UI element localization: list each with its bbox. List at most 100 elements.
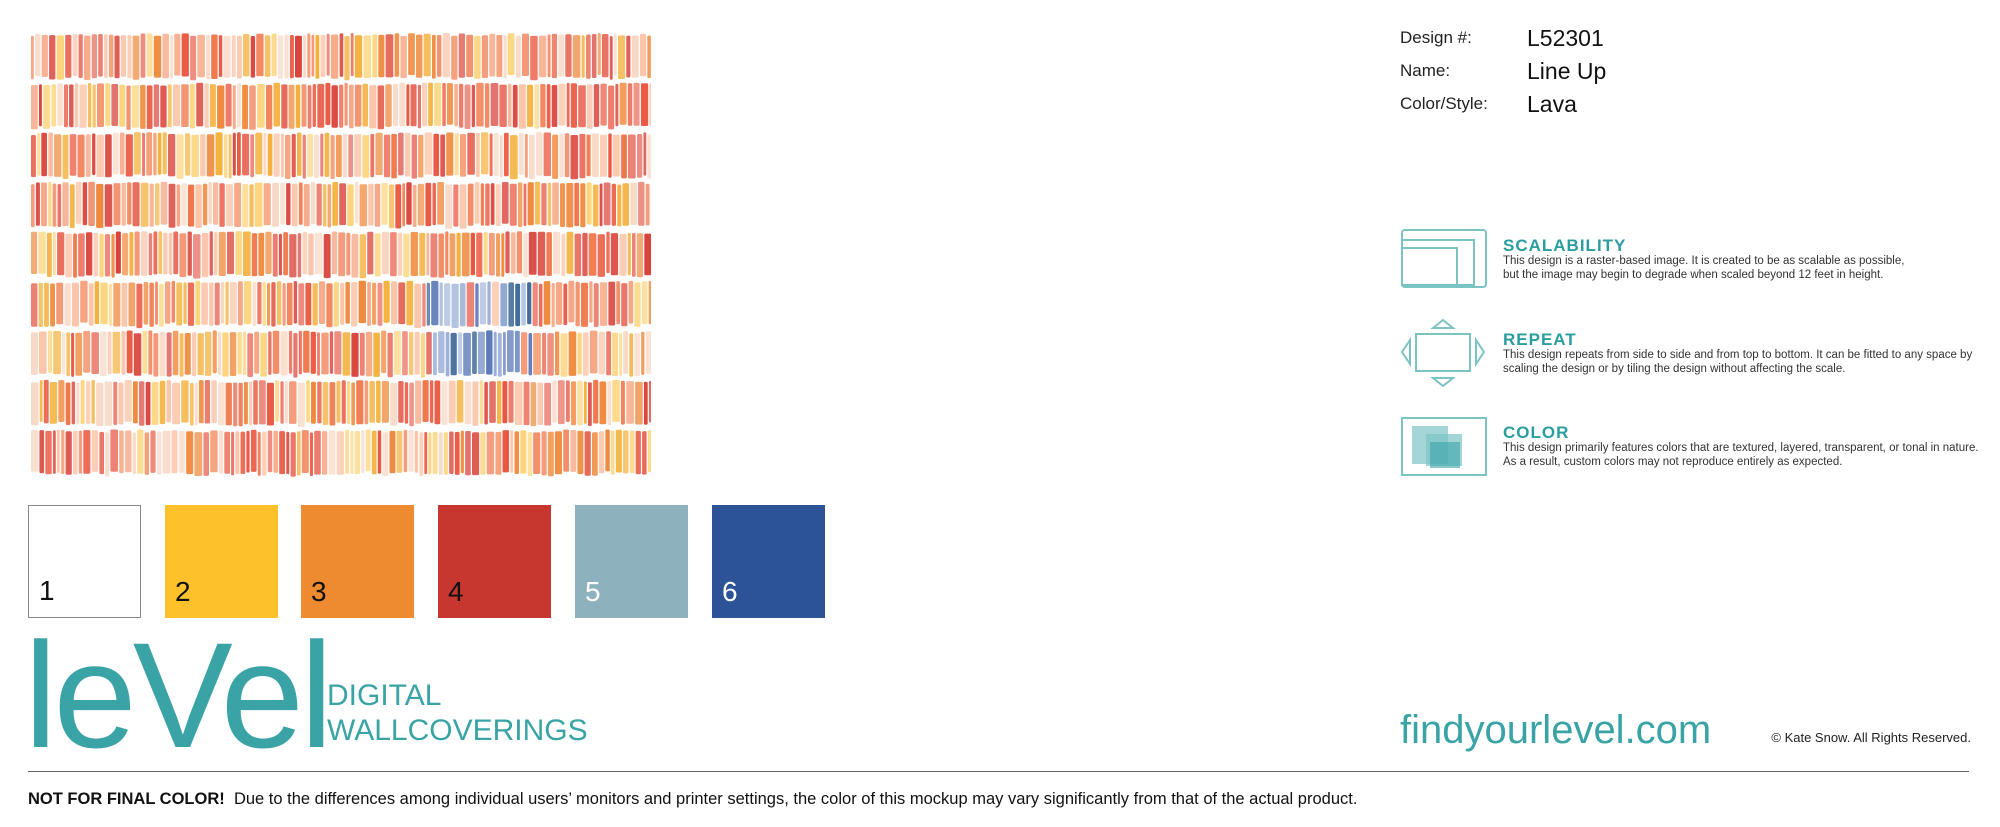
stripe: [363, 35, 372, 78]
stripe: [524, 133, 528, 178]
stripe: [641, 331, 645, 375]
stripe: [52, 430, 56, 474]
stripe: [253, 380, 258, 425]
stripe: [406, 84, 410, 126]
stripe: [262, 281, 266, 327]
stripe: [275, 380, 280, 422]
stripe: [484, 83, 490, 128]
stripe: [124, 380, 132, 422]
stripe: [85, 134, 91, 177]
stripe: [303, 330, 310, 373]
stripe: [402, 331, 408, 376]
stripe: [608, 133, 612, 178]
stripe: [398, 282, 406, 325]
stripe: [551, 282, 555, 328]
stripe: [104, 234, 111, 277]
stripe: [185, 133, 191, 176]
stripe: [493, 133, 499, 177]
stripe: [589, 330, 598, 374]
stripe: [166, 332, 172, 377]
stripe: [434, 82, 442, 126]
stripe: [497, 332, 502, 377]
stripe: [151, 381, 159, 425]
stripe: [648, 280, 651, 325]
stripe: [155, 183, 160, 226]
stripe: [369, 381, 375, 423]
stripe: [466, 34, 474, 78]
website[interactable]: findyourlevel.com: [1400, 708, 1712, 752]
stripe: [267, 133, 273, 176]
stripe: [168, 232, 173, 275]
stripe: [201, 282, 208, 325]
stripe: [62, 134, 69, 179]
stripe: [500, 283, 508, 327]
stripe: [344, 36, 350, 81]
stripe: [203, 432, 209, 476]
stripe: [211, 380, 217, 424]
stripe: [145, 381, 151, 426]
stripe: [298, 330, 302, 375]
stripe: [115, 231, 121, 274]
stripe: [143, 282, 149, 325]
stripe: [518, 84, 526, 129]
stripe: [414, 331, 420, 375]
stripe: [489, 33, 496, 77]
stripe: [57, 184, 62, 227]
stripe: [264, 35, 271, 77]
stripe: [91, 332, 99, 374]
stripe: [530, 35, 538, 81]
stripe: [212, 330, 217, 374]
stripe: [530, 382, 537, 427]
stripe: [347, 381, 351, 425]
stripe: [53, 231, 56, 276]
stripe: [65, 382, 71, 426]
stripe: [546, 84, 551, 129]
stripe: [484, 381, 488, 425]
stripe: [619, 82, 627, 125]
stripe: [600, 83, 607, 126]
stripe: [240, 431, 246, 474]
stripe: [293, 333, 298, 378]
stripe: [172, 330, 179, 376]
stripe: [636, 233, 644, 278]
stripe: [541, 431, 547, 476]
stripe: [620, 380, 625, 425]
stripe: [381, 183, 388, 225]
stripe: [78, 233, 85, 277]
stripe: [523, 381, 530, 426]
stripe: [179, 333, 184, 377]
stripe: [579, 133, 586, 179]
stripe: [438, 432, 443, 475]
stripe: [528, 333, 533, 376]
stripe: [534, 84, 539, 129]
stripe: [518, 182, 523, 227]
stripe: [527, 84, 534, 127]
stripe: [537, 231, 546, 276]
stripe: [83, 330, 91, 373]
stripe: [476, 132, 480, 177]
stripe: [170, 34, 173, 79]
stripe: [558, 34, 565, 77]
stripe: [317, 83, 325, 128]
stripe: [543, 132, 551, 177]
stripe: [410, 231, 418, 276]
stripe: [486, 330, 493, 375]
stripe: [449, 431, 454, 474]
stripe: [626, 381, 634, 424]
stripe: [121, 282, 128, 327]
stripe: [617, 184, 622, 227]
stripe: [610, 233, 619, 276]
stripe: [403, 233, 410, 278]
stripe: [381, 231, 389, 275]
stripe: [259, 380, 266, 425]
stripe: [592, 432, 598, 476]
stripe: [497, 380, 502, 424]
stripe: [137, 429, 144, 474]
stripe: [99, 431, 104, 475]
stripe: [520, 430, 527, 474]
stripe: [385, 84, 392, 127]
stripe: [204, 380, 210, 424]
stripe: [608, 281, 616, 326]
stripe: [297, 132, 302, 176]
stripe: [257, 84, 265, 128]
